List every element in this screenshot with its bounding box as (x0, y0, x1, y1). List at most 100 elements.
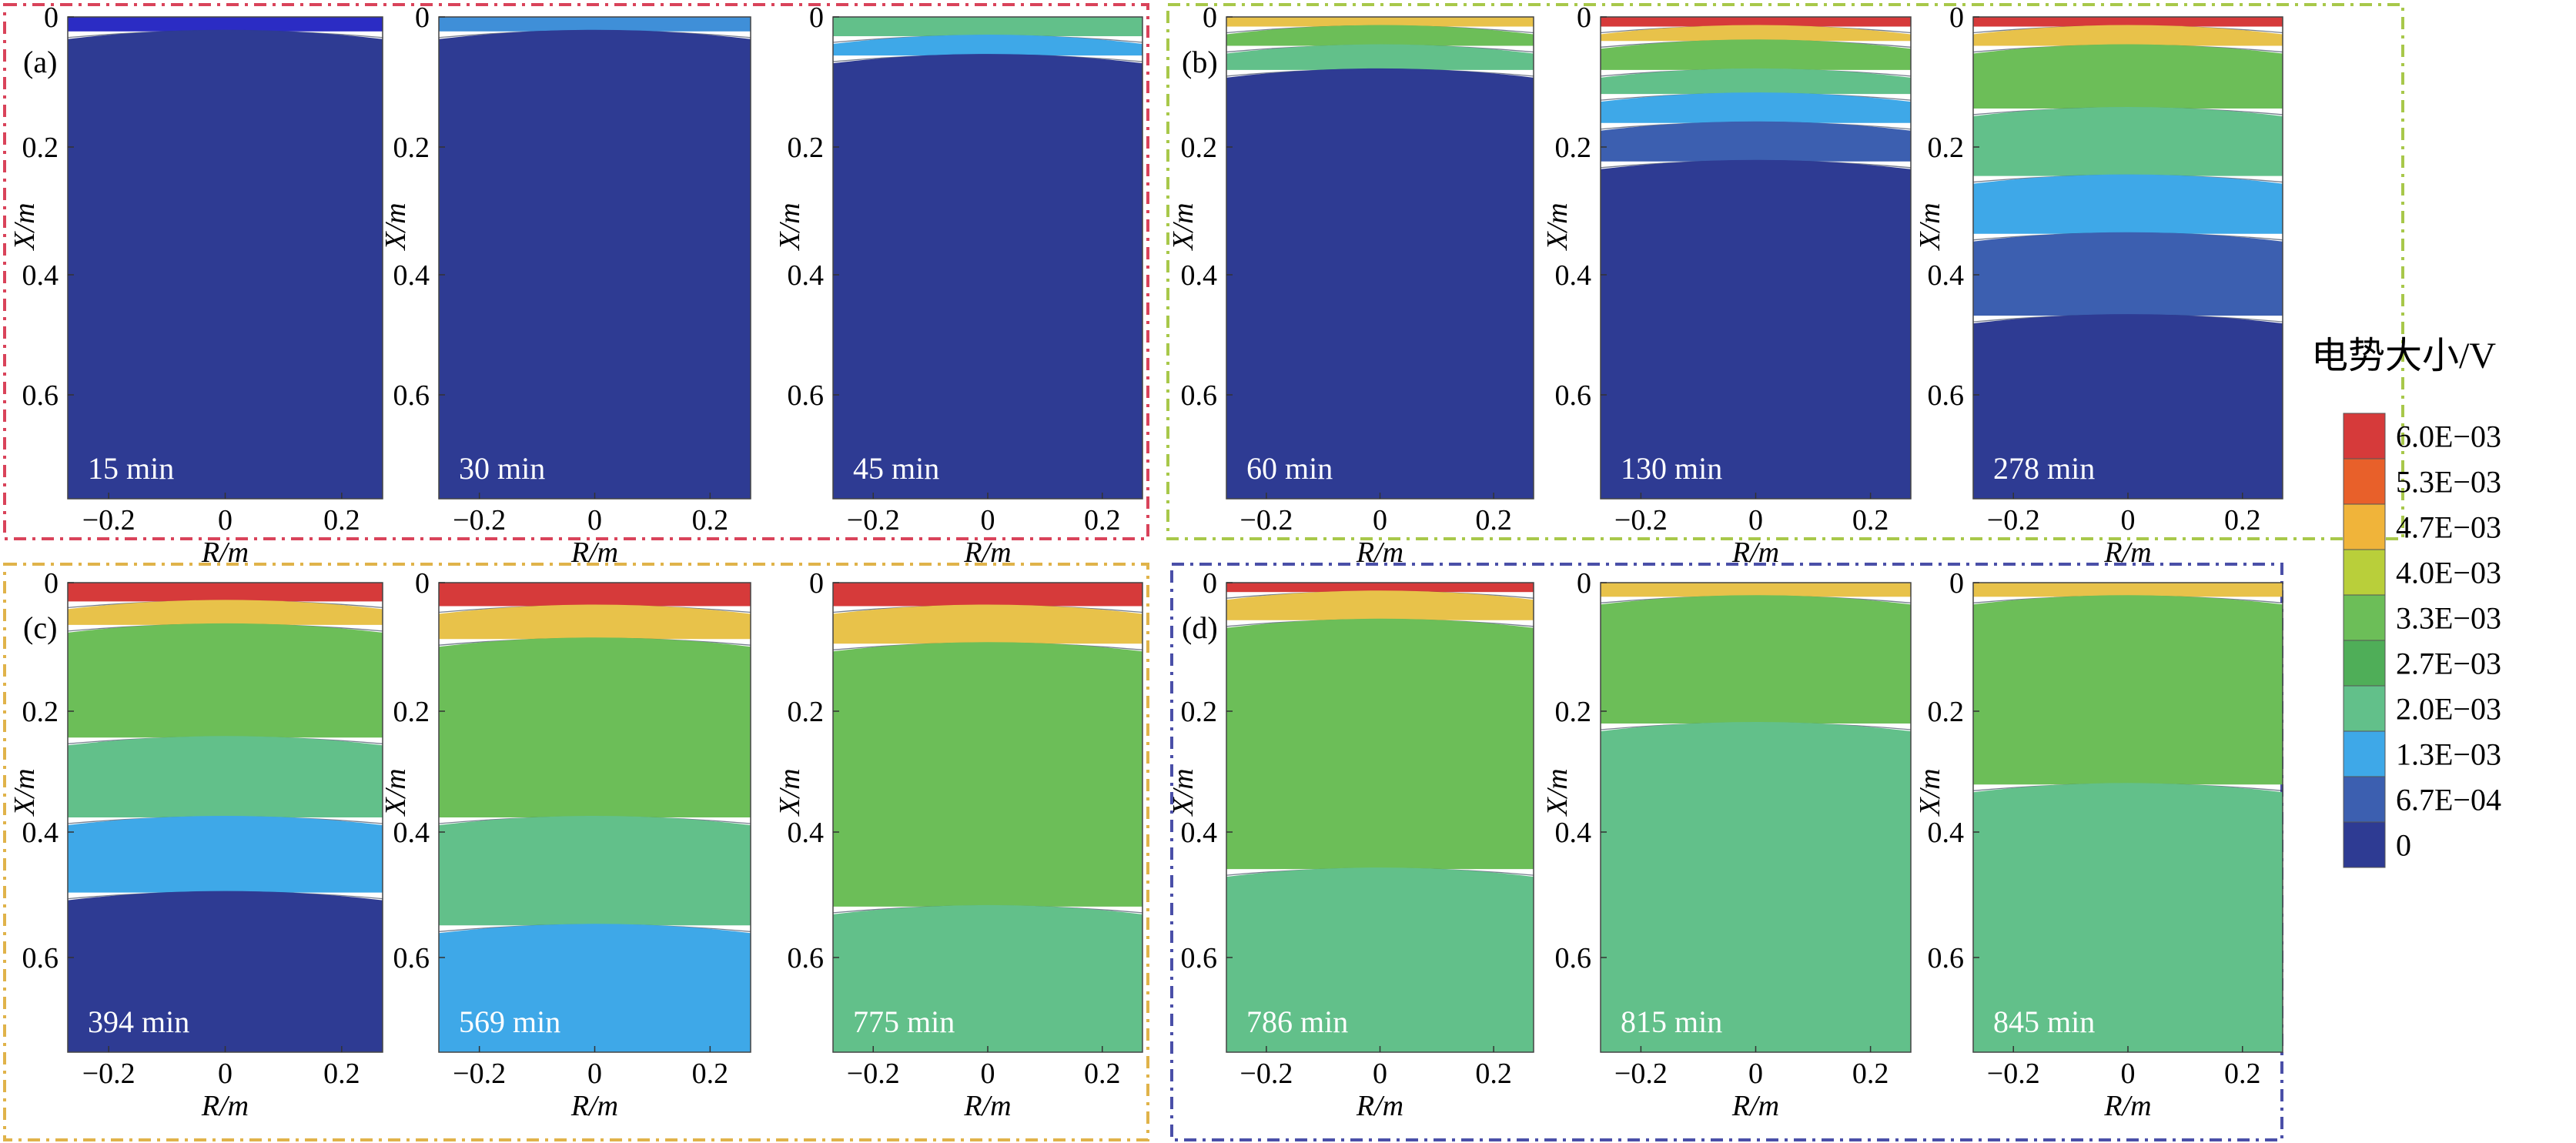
colorbar-label: 6.0E−03 (2396, 419, 2501, 454)
time-label: 60 min (1246, 451, 1333, 486)
colorbar-label: 2.0E−03 (2396, 692, 2501, 727)
x-tick-label: 0 (1373, 504, 1387, 536)
y-tick-label: 0.2 (1181, 132, 1218, 164)
x-tick-label: 0.2 (1084, 504, 1121, 536)
y-tick-label: 0.6 (1928, 942, 1965, 974)
contour-band (1226, 25, 1534, 46)
y-tick-label: 0.6 (22, 942, 59, 974)
contour-band (1973, 174, 2283, 234)
contour-band (439, 637, 751, 817)
y-tick-label: 0.6 (1555, 379, 1592, 412)
x-tick-label: −0.2 (453, 504, 506, 536)
y-tick-label: 0.2 (788, 696, 825, 728)
contour-band (439, 29, 751, 499)
group-tag: (b) (1182, 45, 1218, 79)
x-tick-label: −0.2 (1614, 1058, 1668, 1090)
x-tick-label: 0 (1748, 1058, 1763, 1090)
colorbar-label: 6.7E−04 (2396, 783, 2501, 817)
time-label: 786 min (1246, 1004, 1348, 1039)
colorbar-swatch (2343, 413, 2386, 460)
y-tick-label: 0.4 (1181, 817, 1218, 849)
y-axis-label: X/m (8, 768, 41, 817)
y-tick-label: 0.2 (393, 132, 430, 164)
colorbar-label: 5.3E−03 (2396, 465, 2501, 500)
y-axis-label: X/m (774, 202, 806, 251)
contour-band (1601, 121, 1911, 162)
colorbar-swatch (2343, 685, 2386, 732)
contour-band (1601, 17, 1911, 27)
y-axis-label: X/m (774, 768, 806, 817)
contour-band (1973, 583, 2283, 597)
contour-panel: 815 min 0 0.2 0.4 0.6 X/m −0.2 0 0.2 R/m (1541, 567, 1912, 1122)
x-tick-label: 0.2 (2224, 1058, 2261, 1090)
y-tick-label: 0.2 (393, 696, 430, 728)
contour-band (1601, 92, 1911, 123)
group-tag: (d) (1182, 610, 1218, 645)
y-tick-label: 0.4 (22, 817, 59, 849)
panel-group-d: 786 min 0 0.2 0.4 0.6 X/m −0.2 0 0.2 R/m (d) 815 mi… (1167, 563, 2283, 1141)
y-tick-label: 0.6 (393, 379, 430, 412)
contour-band (1973, 17, 2283, 27)
colorbar-title: 电势大小/V (2311, 336, 2496, 376)
y-axis-label: X/m (8, 202, 41, 251)
x-tick-label: 0 (218, 1058, 233, 1090)
contour-band (1973, 314, 2283, 499)
y-tick-label: 0.4 (788, 259, 825, 292)
contour-band (68, 29, 383, 499)
x-tick-label: −0.2 (82, 504, 135, 536)
contour-band (833, 604, 1142, 644)
y-axis-label: X/m (1167, 768, 1199, 817)
y-tick-label: 0.4 (393, 817, 430, 849)
contour-band (1226, 867, 1534, 1052)
contour-band (833, 17, 1142, 37)
contour-panel: 845 min 0 0.2 0.4 0.6 X/m −0.2 0 0.2 R/m (1914, 567, 2283, 1122)
contour-band (833, 35, 1142, 56)
contour-band (1226, 618, 1534, 870)
y-axis-label: X/m (1914, 768, 1946, 817)
y-tick-label: 0.6 (1181, 379, 1218, 412)
contour-band (68, 17, 383, 32)
time-label: 45 min (853, 451, 939, 486)
contour-band (833, 54, 1142, 499)
colorbar: 电势大小/V 6.0E−03 5.3E−03 4.7E−03 4.0E−03 3.3E−0… (2311, 336, 2501, 868)
x-tick-label: −0.2 (847, 1058, 900, 1090)
contour-band (68, 736, 383, 817)
y-tick-label: 0.4 (1555, 817, 1592, 849)
time-label: 569 min (459, 1004, 560, 1039)
y-axis-label: X/m (380, 202, 412, 251)
contour-band (1226, 17, 1534, 27)
colorbar-swatch (2343, 458, 2386, 505)
contour-band (1601, 159, 1911, 500)
y-axis-label: X/m (1541, 768, 1574, 817)
y-tick-label: 0 (1203, 567, 1217, 600)
x-tick-label: −0.2 (1239, 504, 1293, 536)
x-axis-label: R/m (1356, 1090, 1403, 1122)
contour-band (1601, 39, 1911, 70)
x-axis-label: R/m (963, 1090, 1011, 1122)
y-axis-label: X/m (380, 768, 412, 817)
colorbar-swatch (2343, 503, 2386, 550)
time-label: 278 min (1993, 451, 2095, 486)
contour-panel: 569 min 0 0.2 0.4 0.6 X/m −0.2 0 0.2 R/m (380, 567, 751, 1122)
x-tick-label: 0 (2121, 1058, 2136, 1090)
group-border (3, 563, 1149, 1141)
x-tick-label: 0.2 (1475, 504, 1512, 536)
y-tick-label: 0 (1203, 2, 1217, 34)
time-label: 15 min (88, 451, 174, 486)
x-tick-label: −0.2 (82, 1058, 135, 1090)
x-tick-label: 0.2 (1852, 1058, 1889, 1090)
colorbar-label: 2.7E−03 (2396, 647, 2501, 681)
y-tick-label: 0.2 (1181, 696, 1218, 728)
x-tick-label: 0.2 (323, 1058, 360, 1090)
x-tick-label: 0 (1373, 1058, 1387, 1090)
y-tick-label: 0.4 (1928, 259, 1965, 292)
y-tick-label: 0.6 (393, 942, 430, 974)
x-tick-label: −0.2 (1987, 504, 2040, 536)
y-tick-label: 0 (1949, 567, 1964, 600)
y-tick-label: 0.6 (788, 379, 825, 412)
